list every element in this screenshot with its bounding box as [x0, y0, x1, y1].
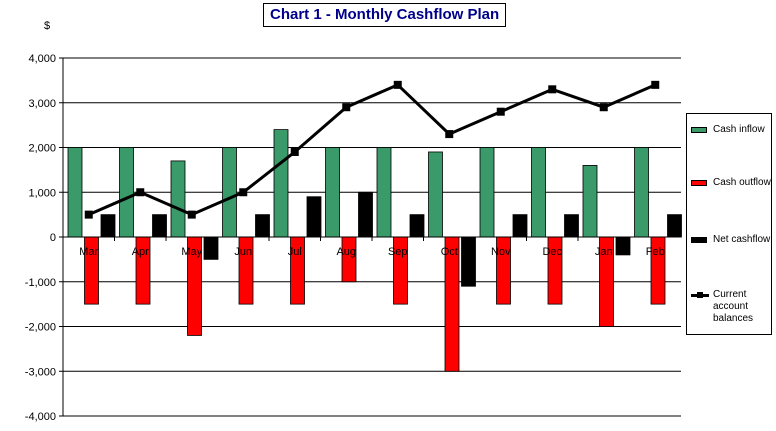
balance-point-oct	[445, 130, 454, 139]
legend-swatch-net-cashflow	[691, 237, 707, 243]
legend-label-cash-outflow: Cash outflow	[713, 177, 771, 188]
bar-net-cashflow-may	[203, 236, 219, 260]
bar-cash-inflow-jan	[582, 164, 598, 238]
chart-title: Chart 1 - Monthly Cashflow Plan	[263, 3, 507, 27]
x-tick-label: May	[181, 246, 202, 258]
balance-point-jun	[239, 188, 248, 197]
legend-label-account-balances: Current account balances	[713, 289, 754, 324]
x-tick-label: Dec	[542, 246, 562, 258]
balance-point-nov	[496, 107, 505, 116]
bar-cash-inflow-dec	[531, 147, 546, 238]
balance-point-feb	[651, 80, 660, 89]
axes	[59, 57, 681, 417]
bar-cash-inflow-apr	[119, 147, 134, 238]
bar-net-cashflow-feb	[667, 214, 682, 238]
legend-label-cash-inflow: Cash inflow	[713, 124, 765, 135]
legend-label-net-cashflow: Net cashflow	[713, 234, 771, 245]
bar-cash-inflow-nov	[479, 147, 495, 238]
axis-labels: 4,000 3,000 2,000 1,000 0 -1,000 -2,000 -3,000 -…	[25, 53, 665, 423]
balance-point-sep	[393, 80, 402, 89]
x-tick-label: Jan	[595, 246, 613, 258]
balance-point-may	[187, 210, 196, 219]
y-tick-label: 3,000	[28, 98, 56, 110]
y-tick-label: 2,000	[28, 143, 56, 155]
x-tick-label: Aug	[336, 246, 356, 258]
y-axis-label: $	[44, 20, 51, 32]
balance-point-mar	[84, 210, 93, 219]
bar-net-cashflow-oct	[461, 236, 476, 287]
bar-cash-inflow-feb	[634, 147, 649, 238]
y-tick-label: -1,000	[25, 277, 56, 289]
balance-point-aug	[342, 103, 351, 112]
x-tick-label: Sep	[388, 246, 408, 258]
bar-cash-inflow-jun	[222, 147, 237, 238]
balance-line	[84, 80, 660, 219]
bar-cash-inflow-aug	[325, 147, 340, 238]
bar-cash-inflow-sep	[376, 147, 392, 238]
bar-net-cashflow-aug	[358, 191, 373, 238]
balance-point-dec	[548, 85, 557, 94]
x-tick-label: Feb	[646, 246, 665, 258]
legend: Cash inflow Cash outflow Net cashflow Cu…	[686, 113, 772, 335]
balance-point-jul	[290, 147, 299, 156]
legend-swatch-account-balances	[691, 292, 709, 298]
x-tick-label: Oct	[441, 246, 458, 258]
bar-net-cashflow-apr	[152, 214, 167, 238]
bar-net-cashflow-jul	[306, 196, 322, 238]
bar-net-cashflow-mar	[100, 214, 116, 238]
y-tick-label: -4,000	[25, 411, 56, 423]
balance-point-jan	[599, 103, 608, 112]
x-tick-label: Mar	[79, 246, 98, 258]
bar-net-cashflow-jan	[615, 236, 631, 256]
bar-cash-inflow-oct	[428, 151, 443, 238]
y-tick-label: 1,000	[28, 187, 56, 199]
bar-cash-inflow-may	[170, 160, 186, 238]
balance-point-apr	[136, 188, 145, 197]
legend-swatch-cash-inflow	[691, 127, 707, 133]
x-tick-label: Nov	[491, 246, 511, 258]
legend-swatch-cash-outflow	[691, 180, 707, 186]
bar-net-cashflow-jun	[255, 214, 270, 238]
bar-net-cashflow-dec	[564, 214, 579, 238]
y-tick-label: 0	[50, 232, 56, 244]
y-tick-label: 4,000	[28, 53, 56, 65]
bar-cash-inflow-mar	[67, 147, 83, 238]
bar-net-cashflow-sep	[409, 214, 425, 238]
balance-line-path	[88, 83, 656, 217]
bar-net-cashflow-nov	[512, 214, 528, 238]
y-tick-label: -2,000	[25, 322, 56, 334]
x-tick-label: Jul	[288, 246, 302, 258]
x-tick-label: Jun	[234, 246, 252, 258]
x-tick-label: Apr	[132, 246, 149, 258]
bar-cash-inflow-jul	[273, 129, 289, 238]
y-tick-label: -3,000	[25, 366, 56, 378]
bar-cash-outflow-aug	[341, 236, 357, 283]
